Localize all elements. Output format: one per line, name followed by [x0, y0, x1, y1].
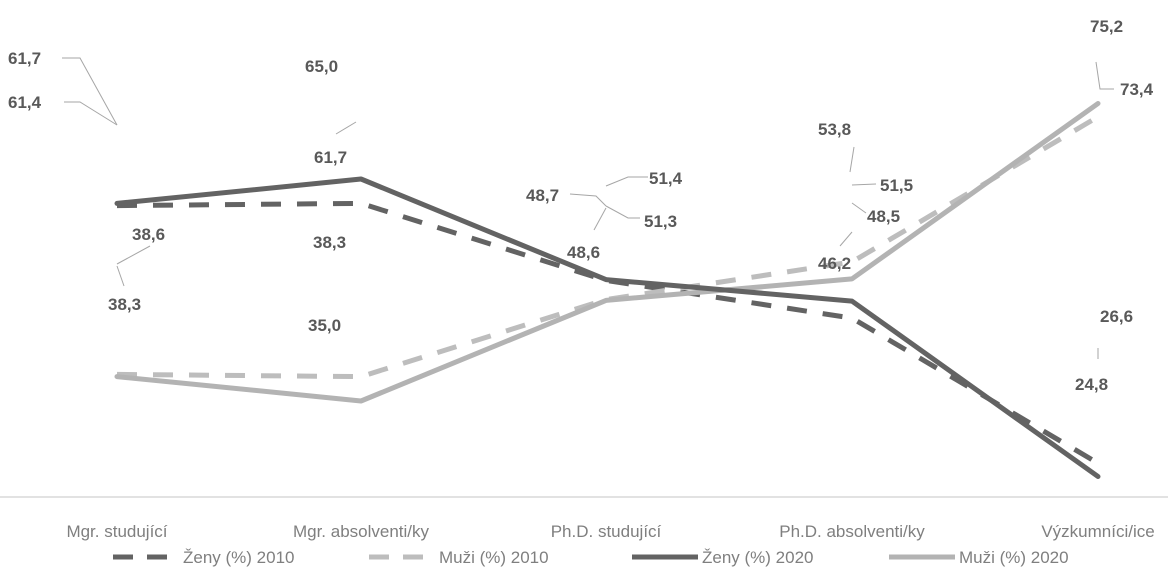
leader-line	[1095, 61, 1114, 90]
data-label: 51,5	[880, 176, 913, 195]
data-label: 46,2	[818, 254, 851, 273]
legend-entry-label: Muži (%) 2010	[439, 548, 549, 567]
legend-entry-label: Ženy (%) 2020	[702, 548, 814, 567]
data-label: 51,3	[644, 212, 677, 231]
leader-line	[849, 146, 855, 173]
data-label: 38,3	[313, 233, 346, 252]
data-labels: 61,7 61,4 65,0 61,7 38,6 38,3 38,3 35,0 48,7 51,4…	[8, 17, 1154, 394]
x-tick-label: Ph.D. absolventi/ky	[779, 522, 925, 541]
series-line-3	[114, 176, 1101, 479]
leader-line	[593, 207, 607, 231]
x-axis-tick-labels: Mgr. studující Mgr. absolventi/ky Ph.D. st…	[66, 522, 1154, 541]
data-label: 61,7	[8, 49, 41, 68]
data-label: 26,6	[1100, 307, 1133, 326]
leader-line	[605, 176, 648, 187]
leader-line	[116, 245, 151, 265]
leader-line	[851, 183, 877, 186]
data-label: 48,7	[526, 186, 559, 205]
leader-line	[116, 265, 125, 287]
legend: Ženy (%) 2010 Muži (%) 2010 Ženy (%) 2020 M…	[113, 548, 1069, 567]
data-label: 51,4	[649, 169, 683, 188]
series-line-4	[114, 101, 1101, 404]
leader-line	[605, 205, 640, 219]
leader-line	[851, 202, 867, 214]
data-label: 38,3	[108, 295, 141, 314]
data-label: 35,0	[308, 316, 341, 335]
x-tick-label: Mgr. studující	[66, 522, 167, 541]
data-label: 73,4	[1120, 80, 1154, 99]
data-label: 48,5	[867, 207, 900, 226]
data-label: 24,8	[1075, 375, 1108, 394]
legend-entry-label: Ženy (%) 2010	[183, 548, 295, 567]
leader-line	[62, 57, 118, 126]
data-label: 53,8	[818, 120, 851, 139]
series-line-1	[116, 200, 1100, 466]
leader-line	[335, 121, 357, 135]
series-line-2	[116, 114, 1100, 380]
x-tick-label: Ph.D. studující	[551, 522, 662, 541]
data-label: 61,4	[8, 93, 42, 112]
data-label: 75,2	[1090, 17, 1123, 36]
x-tick-label: Mgr. absolventi/ky	[293, 522, 430, 541]
legend-entry-label: Muži (%) 2020	[959, 548, 1069, 567]
data-label: 65,0	[305, 57, 338, 76]
leader-line	[569, 193, 607, 207]
leader-line	[839, 231, 853, 247]
x-tick-label: Výzkumníci/ice	[1041, 522, 1154, 541]
series-lines	[114, 101, 1101, 479]
data-label: 61,7	[314, 148, 347, 167]
label-leader-lines	[62, 57, 1114, 359]
leader-line	[64, 101, 118, 126]
data-label: 38,6	[132, 225, 165, 244]
data-label: 48,6	[567, 243, 600, 262]
